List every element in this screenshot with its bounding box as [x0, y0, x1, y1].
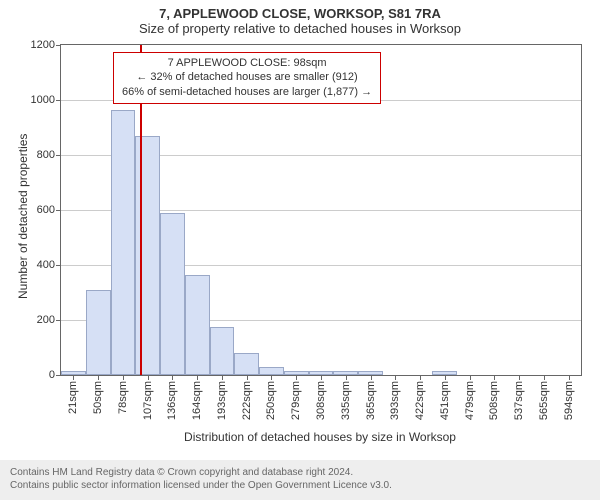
xtick-mark [148, 375, 149, 380]
footer-line-1: Contains HM Land Registry data © Crown c… [10, 466, 590, 479]
title-line-1: 7, APPLEWOOD CLOSE, WORKSOP, S81 7RA [0, 6, 600, 21]
xtick-mark [371, 375, 372, 380]
xtick-mark [569, 375, 570, 380]
xtick-label: 335sqm [340, 381, 352, 420]
histogram-bar [111, 110, 136, 375]
xtick-mark [470, 375, 471, 380]
histogram-bar [185, 275, 210, 375]
histogram-bar [210, 327, 235, 375]
histogram-bar [160, 213, 185, 375]
xtick-mark [73, 375, 74, 380]
y-axis-label: Number of detached properties [16, 134, 30, 299]
annotation-line: ← 32% of detached houses are smaller (91… [122, 70, 372, 85]
ytick-mark [56, 265, 61, 266]
xtick-mark [172, 375, 173, 380]
histogram-bar [234, 353, 259, 375]
xtick-mark [519, 375, 520, 380]
ytick-mark [56, 210, 61, 211]
xtick-label: 594sqm [563, 381, 575, 420]
ytick-label: 400 [37, 259, 55, 271]
xtick-label: 222sqm [241, 381, 253, 420]
x-axis-label: Distribution of detached houses by size … [60, 430, 580, 444]
xtick-mark [296, 375, 297, 380]
xtick-label: 107sqm [142, 381, 154, 420]
ytick-mark [56, 320, 61, 321]
xtick-label: 279sqm [290, 381, 302, 420]
annotation-box: 7 APPLEWOOD CLOSE: 98sqm← 32% of detache… [113, 52, 381, 105]
chart-title-block: 7, APPLEWOOD CLOSE, WORKSOP, S81 7RA Siz… [0, 0, 600, 36]
xtick-mark [197, 375, 198, 380]
xtick-mark [544, 375, 545, 380]
histogram-bar [259, 367, 284, 375]
xtick-mark [445, 375, 446, 380]
attribution-footer: Contains HM Land Registry data © Crown c… [0, 460, 600, 500]
xtick-label: 393sqm [389, 381, 401, 420]
ytick-label: 0 [49, 369, 55, 381]
annotation-line: 66% of semi-detached houses are larger (… [122, 85, 372, 100]
xtick-mark [346, 375, 347, 380]
ytick-label: 800 [37, 149, 55, 161]
ytick-label: 200 [37, 314, 55, 326]
xtick-label: 50sqm [92, 381, 104, 414]
xtick-mark [98, 375, 99, 380]
xtick-label: 422sqm [414, 381, 426, 420]
ytick-mark [56, 375, 61, 376]
xtick-label: 21sqm [67, 381, 79, 414]
xtick-label: 250sqm [265, 381, 277, 420]
ytick-label: 1200 [31, 39, 55, 51]
xtick-label: 508sqm [488, 381, 500, 420]
ytick-label: 600 [37, 204, 55, 216]
ytick-mark [56, 155, 61, 156]
xtick-label: 193sqm [216, 381, 228, 420]
xtick-mark [271, 375, 272, 380]
xtick-mark [247, 375, 248, 380]
xtick-mark [494, 375, 495, 380]
ytick-mark [56, 45, 61, 46]
xtick-label: 365sqm [365, 381, 377, 420]
chart-plot-area: 7 APPLEWOOD CLOSE: 98sqm← 32% of detache… [60, 44, 582, 376]
xtick-label: 537sqm [513, 381, 525, 420]
xtick-label: 78sqm [117, 381, 129, 414]
ytick-mark [56, 100, 61, 101]
ytick-label: 1000 [31, 94, 55, 106]
xtick-label: 136sqm [166, 381, 178, 420]
xtick-mark [222, 375, 223, 380]
xtick-label: 565sqm [538, 381, 550, 420]
title-line-2: Size of property relative to detached ho… [0, 21, 600, 36]
xtick-label: 308sqm [315, 381, 327, 420]
annotation-line: 7 APPLEWOOD CLOSE: 98sqm [122, 56, 372, 71]
footer-line-2: Contains public sector information licen… [10, 479, 590, 492]
histogram-bar [86, 290, 111, 375]
xtick-mark [123, 375, 124, 380]
xtick-label: 479sqm [464, 381, 476, 420]
xtick-mark [420, 375, 421, 380]
xtick-label: 451sqm [439, 381, 451, 420]
xtick-mark [321, 375, 322, 380]
xtick-label: 164sqm [191, 381, 203, 420]
xtick-mark [395, 375, 396, 380]
